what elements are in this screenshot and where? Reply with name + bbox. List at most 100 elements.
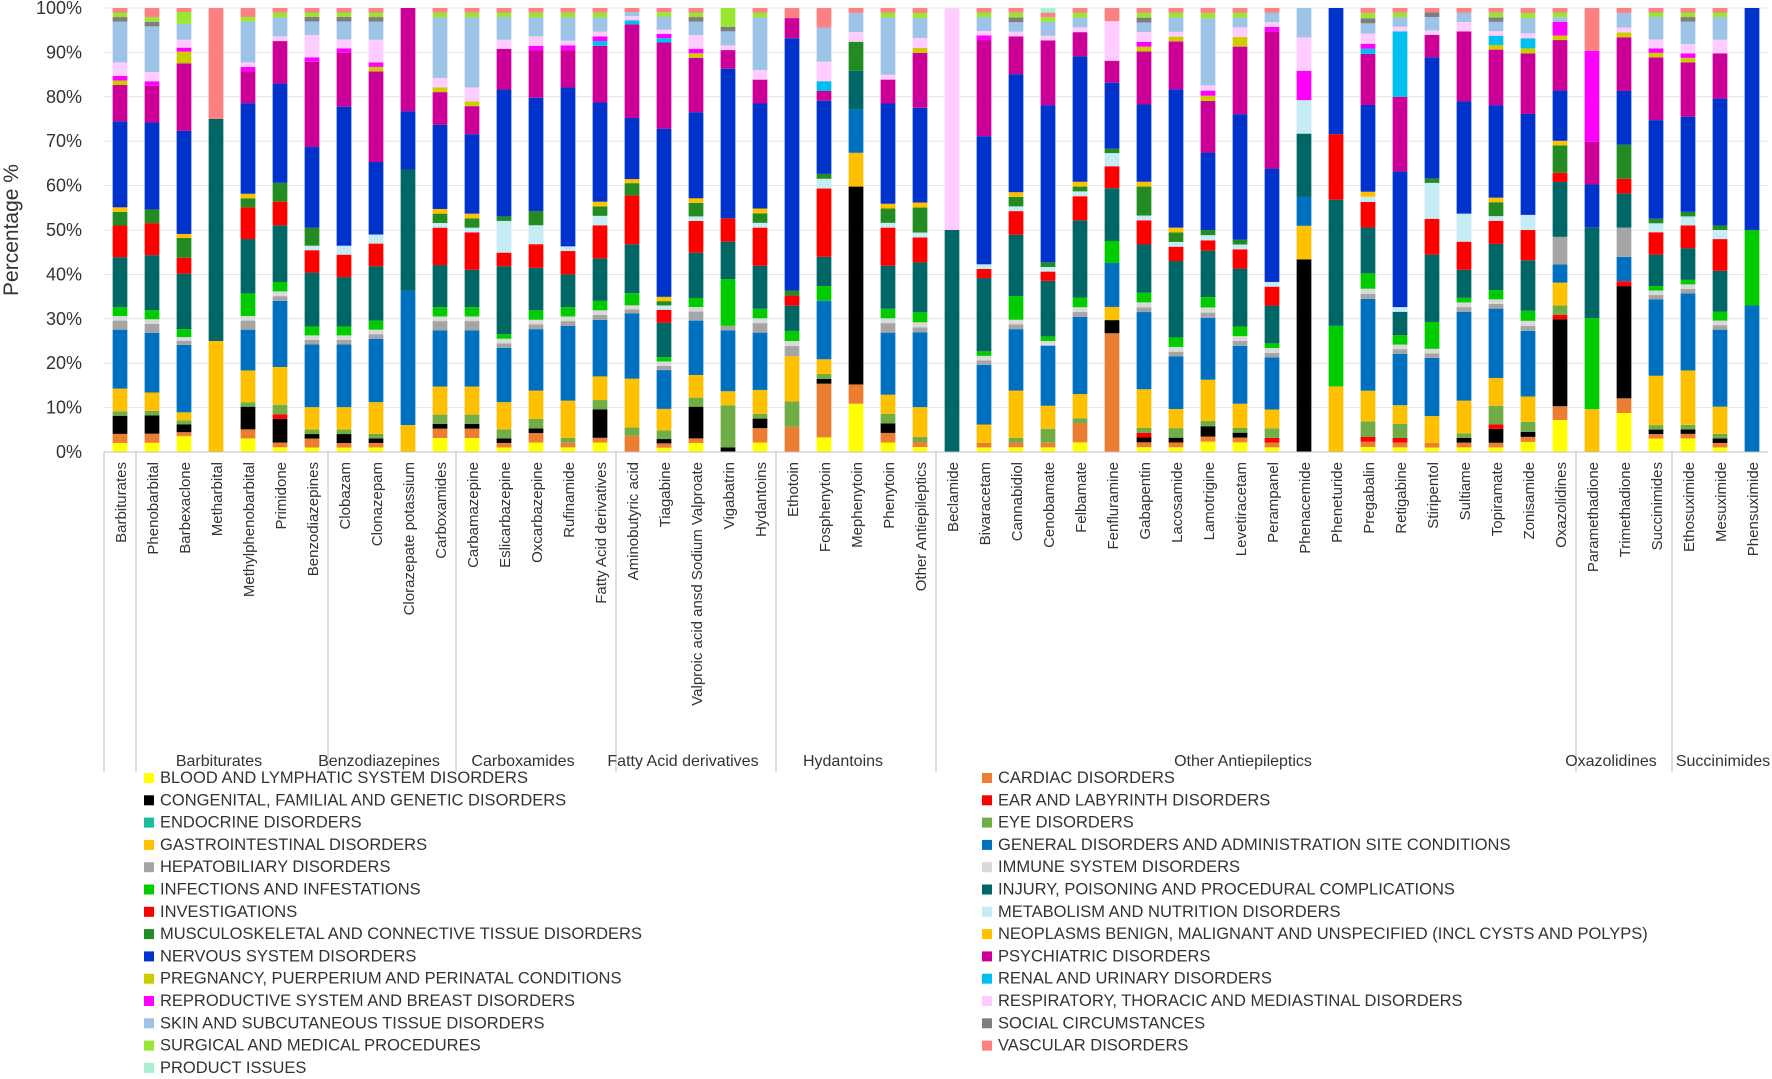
bar-segment (912, 442, 928, 448)
bar-segment (336, 335, 352, 340)
bar-segment (464, 321, 480, 331)
bar-segment (1264, 22, 1280, 27)
bar-segment (368, 334, 384, 339)
bar-segment (560, 437, 576, 443)
bar-segment (1200, 230, 1216, 236)
bar-segment (1296, 225, 1312, 260)
bar-segment (336, 245, 352, 255)
bar-segment (176, 436, 192, 452)
bar-segment (304, 335, 320, 340)
bar-segment (368, 234, 384, 244)
bar-segment (1424, 254, 1440, 322)
bar-segment (1040, 405, 1056, 429)
bar-segment (752, 418, 768, 429)
bar-segment (880, 203, 896, 209)
bar-segment (304, 57, 320, 62)
bar-segment (624, 24, 640, 118)
bar-segment (1168, 437, 1184, 443)
bar-segment (464, 414, 480, 424)
bar-segment (816, 81, 832, 91)
bar-segment (1680, 116, 1696, 212)
bar-segment (848, 70, 864, 110)
bar-segment (1488, 290, 1504, 300)
bar-segment (912, 8, 928, 13)
bar-segment (1072, 186, 1088, 192)
bar-segment (1296, 259, 1312, 452)
bar-segment (976, 442, 992, 448)
bar-segment (1072, 220, 1088, 298)
bar-segment (112, 320, 128, 330)
bar-segment (272, 418, 288, 443)
bar-segment (1648, 218, 1664, 224)
bar-segment (1392, 405, 1408, 424)
bar-segment (816, 373, 832, 379)
bar-segment (1552, 21, 1568, 36)
bar-segment (1392, 12, 1408, 18)
bar-segment (880, 79, 896, 104)
bar-segment (272, 414, 288, 419)
y-tick-label: 10% (46, 398, 82, 418)
bar-segment (1072, 418, 1088, 424)
bar-segment (1616, 227, 1632, 257)
bar-segment (112, 12, 128, 18)
bar-segment (240, 21, 256, 63)
bar-segment (656, 439, 672, 444)
bar-segment (656, 309, 672, 323)
bar-segment (1360, 441, 1376, 447)
bar-segment (976, 8, 992, 13)
bar-segment (1264, 31, 1280, 169)
bar-segment (1168, 8, 1184, 13)
legend-label: RENAL AND URINARY DISORDERS (998, 970, 1272, 988)
bar-segment (432, 78, 448, 88)
bar-segment (1232, 8, 1248, 13)
x-tick-label: Zonisamide (1521, 462, 1538, 540)
bar-segment (496, 39, 512, 49)
bar-segment (1680, 57, 1696, 63)
bar-segment (1040, 262, 1056, 267)
bar-segment (1296, 8, 1312, 38)
legend-label: IMMUNE SYSTEM DISORDERS (998, 858, 1240, 876)
bar-segment (1008, 324, 1024, 330)
bar-segment (1680, 17, 1696, 22)
bar-segment (1680, 424, 1696, 430)
bar-segment (304, 447, 320, 452)
bar-segment (592, 225, 608, 259)
bar-segment (1264, 447, 1280, 452)
bar-segment (1072, 191, 1088, 197)
bar-segment (1008, 390, 1024, 438)
x-tick-label: Beclamide (945, 462, 962, 532)
bar-segment (1488, 105, 1504, 198)
bar-segment (1712, 406, 1728, 434)
bar-segment (496, 8, 512, 13)
bar-segment (1648, 223, 1664, 233)
bar-segment (272, 83, 288, 183)
bar-segment (688, 35, 704, 49)
bar-segment (784, 8, 800, 19)
bar-segment (176, 273, 192, 330)
bar-segment (816, 27, 832, 62)
legend-swatch (144, 884, 154, 895)
y-tick-label: 0% (56, 442, 82, 462)
bar-segment (592, 215, 608, 226)
bar-segment (1072, 307, 1088, 313)
bar-segment (1584, 409, 1600, 452)
bar-segment (1456, 12, 1472, 23)
bar-segment (272, 442, 288, 448)
bar-segment (592, 319, 608, 377)
bar-segment (976, 35, 992, 41)
bar-segment (1392, 437, 1408, 443)
legend-label: REPRODUCTIVE SYSTEM AND BREAST DISORDERS (160, 992, 575, 1010)
bar-segment (464, 330, 480, 387)
bar-segment (1488, 447, 1504, 452)
bar-segment (1008, 196, 1024, 207)
bar-segment (304, 344, 320, 408)
bar-segment (1008, 211, 1024, 235)
x-tick-label: Aminobutyric acid (625, 462, 642, 580)
bar-segment (1680, 433, 1696, 439)
bar-segment (144, 310, 160, 320)
bar-segment (1520, 48, 1536, 54)
bar-segment (592, 400, 608, 410)
bar-segment (1616, 90, 1632, 145)
bar-segment (1520, 441, 1536, 452)
bar-segment (656, 305, 672, 310)
